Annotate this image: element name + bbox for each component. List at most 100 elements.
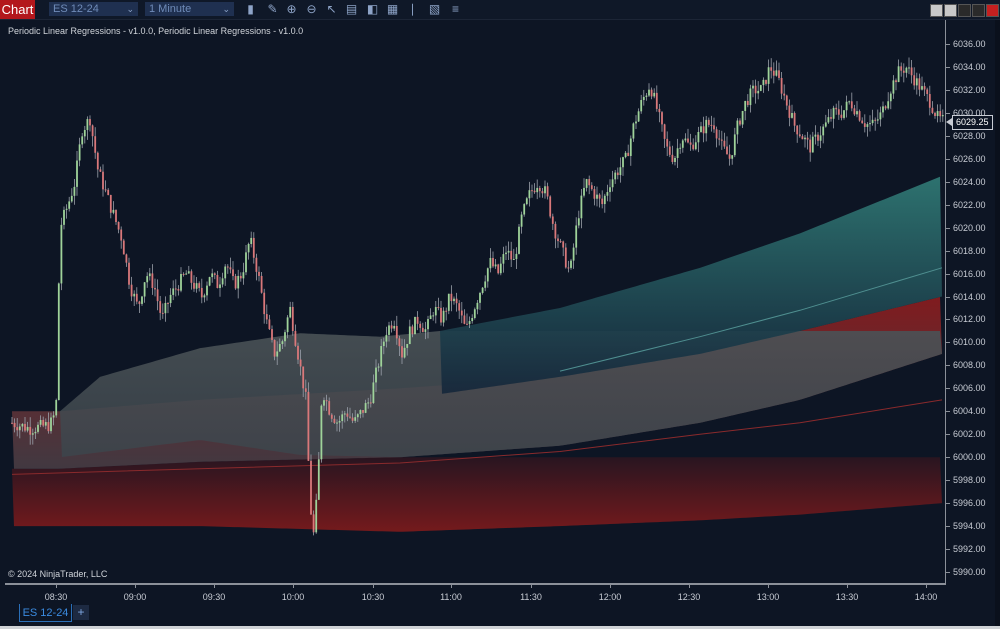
y-tick bbox=[946, 319, 950, 321]
maximize-button[interactable] bbox=[958, 4, 971, 17]
y-tick-label: 6032.00 bbox=[953, 84, 986, 95]
tile-button[interactable] bbox=[972, 4, 985, 17]
regression-bands bbox=[11, 176, 943, 532]
current-price-marker: 6029.25 bbox=[946, 115, 993, 130]
restore-button[interactable] bbox=[944, 4, 957, 17]
y-tick bbox=[946, 434, 950, 436]
y-tick-label: 5992.00 bbox=[953, 544, 986, 555]
x-tick bbox=[610, 584, 611, 588]
y-tick bbox=[946, 526, 950, 528]
y-tick bbox=[946, 411, 950, 413]
chart-style-icon[interactable]: ▦ bbox=[386, 2, 399, 16]
x-tick-label: 14:00 bbox=[914, 592, 938, 602]
y-tick bbox=[946, 572, 950, 573]
drawing-tool-icon[interactable]: ∣ bbox=[409, 2, 416, 16]
y-tick-label: 5996.00 bbox=[953, 498, 986, 509]
y-tick-label: 6016.00 bbox=[953, 268, 986, 279]
x-tick bbox=[689, 584, 690, 588]
y-tick bbox=[946, 89, 950, 91]
y-tick bbox=[946, 388, 950, 390]
x-tick bbox=[531, 584, 532, 588]
zoom-in-icon[interactable]: ⊕ bbox=[286, 2, 297, 16]
y-tick bbox=[946, 480, 950, 482]
minimize-button[interactable] bbox=[930, 4, 943, 17]
y-tick bbox=[946, 365, 950, 367]
chart-tab[interactable]: Chart bbox=[0, 0, 35, 19]
y-tick-label: 6008.00 bbox=[953, 360, 986, 371]
x-tick bbox=[56, 584, 57, 588]
y-tick-label: 6022.00 bbox=[953, 199, 986, 210]
x-tick bbox=[926, 584, 927, 588]
x-tick-label: 13:30 bbox=[835, 592, 859, 602]
strategies-icon[interactable]: ▧ bbox=[428, 2, 441, 16]
x-tick-label: 09:30 bbox=[202, 592, 226, 602]
zoom-out-icon[interactable]: ⊖ bbox=[306, 2, 317, 16]
y-tick bbox=[946, 342, 950, 344]
x-tick bbox=[135, 584, 136, 588]
x-tick-label: 11:30 bbox=[520, 592, 542, 602]
y-tick bbox=[946, 503, 950, 505]
x-tick bbox=[768, 584, 769, 588]
price-chart[interactable] bbox=[0, 20, 946, 584]
x-tick-label: 10:00 bbox=[281, 592, 305, 602]
chart-toolbar: Chart ES 12-24 ⌄ 1 Minute ⌄ ▮ ✎ ⊕ ⊖ ↖ ▤ … bbox=[0, 0, 1000, 20]
x-tick bbox=[373, 584, 374, 588]
y-tick-label: 6014.00 bbox=[953, 291, 986, 302]
y-tick-label: 6024.00 bbox=[953, 176, 986, 187]
y-tick-label: 6028.00 bbox=[953, 130, 986, 141]
y-tick bbox=[946, 158, 950, 160]
bar-type-icon[interactable]: ▮ bbox=[247, 2, 254, 16]
y-tick bbox=[946, 457, 950, 459]
x-tick bbox=[214, 584, 215, 588]
y-tick bbox=[946, 296, 950, 298]
x-axis[interactable] bbox=[5, 583, 946, 585]
y-tick bbox=[946, 66, 950, 68]
y-tick-label: 6002.00 bbox=[953, 429, 986, 440]
instrument-selector[interactable]: ES 12-24 ⌄ bbox=[49, 2, 138, 16]
y-tick bbox=[946, 181, 950, 183]
x-tick bbox=[293, 584, 294, 588]
x-tick-label: 12:30 bbox=[677, 592, 701, 602]
x-tick-label: 11:00 bbox=[440, 592, 462, 602]
x-tick-label: 12:00 bbox=[598, 592, 622, 602]
y-tick-label: 6012.00 bbox=[953, 314, 986, 325]
candlesticks bbox=[11, 57, 944, 536]
x-tick bbox=[451, 584, 452, 588]
y-tick-label: 6010.00 bbox=[953, 337, 986, 348]
interval-selector[interactable]: 1 Minute ⌄ bbox=[145, 2, 234, 16]
regression-midline bbox=[11, 399, 943, 475]
pointer-icon[interactable]: ↖ bbox=[326, 2, 337, 16]
instrument-label: ES 12-24 bbox=[53, 3, 99, 15]
y-tick-label: 6020.00 bbox=[953, 222, 986, 233]
add-tab-button[interactable]: + bbox=[73, 605, 89, 620]
y-tick-label: 6000.00 bbox=[953, 452, 986, 463]
pencil-icon[interactable]: ✎ bbox=[267, 2, 278, 16]
y-tick-label: 5990.00 bbox=[953, 567, 986, 577]
y-tick-label: 5994.00 bbox=[953, 521, 986, 532]
tab-es-12-24[interactable]: ES 12-24 bbox=[19, 604, 72, 622]
x-tick-label: 13:00 bbox=[756, 592, 780, 602]
y-tick bbox=[946, 227, 950, 229]
y-tick-label: 6018.00 bbox=[953, 245, 986, 256]
y-axis[interactable] bbox=[945, 20, 946, 584]
y-tick-label: 6030.00 bbox=[953, 107, 986, 118]
right-edge bbox=[995, 20, 1000, 626]
indicators-list-icon[interactable]: ≡ bbox=[451, 2, 459, 16]
interval-label: 1 Minute bbox=[149, 3, 192, 15]
x-tick bbox=[847, 584, 848, 588]
indicator-label: Periodic Linear Regressions - v1.0.0, Pe… bbox=[8, 26, 304, 36]
x-tick-label: 10:30 bbox=[361, 592, 385, 602]
close-button[interactable] bbox=[986, 4, 999, 17]
data-box-icon[interactable]: ▤ bbox=[345, 2, 358, 16]
chevron-down-icon: ⌄ bbox=[222, 4, 230, 14]
lower-red-band bbox=[12, 457, 942, 532]
price-marker-icon[interactable]: ◧ bbox=[366, 2, 379, 16]
bottom-edge bbox=[0, 626, 1000, 629]
y-tick bbox=[946, 44, 950, 45]
x-tick-label: 08:30 bbox=[44, 592, 68, 602]
y-tick-label: 6004.00 bbox=[953, 406, 986, 417]
y-tick-label: 5998.00 bbox=[953, 475, 986, 486]
y-tick bbox=[946, 204, 950, 206]
y-tick bbox=[946, 112, 950, 114]
copyright-text: © 2024 NinjaTrader, LLC bbox=[8, 569, 108, 579]
